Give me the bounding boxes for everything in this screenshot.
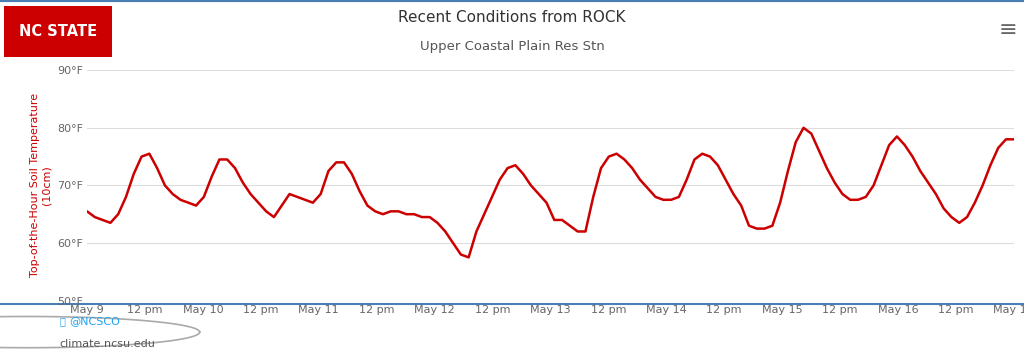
Text: ≡: ≡ (998, 20, 1017, 40)
Text: NC STATE: NC STATE (18, 24, 97, 39)
Text: Recent Conditions from ROCK: Recent Conditions from ROCK (398, 10, 626, 25)
Text: ␧: ␧ (59, 316, 66, 326)
Text: Upper Coastal Plain Res Stn: Upper Coastal Plain Res Stn (420, 40, 604, 53)
Y-axis label: Top-of-the-Hour Soil Temperature
(10cm): Top-of-the-Hour Soil Temperature (10cm) (30, 93, 51, 278)
FancyBboxPatch shape (4, 6, 112, 57)
Text: climate.ncsu.edu: climate.ncsu.edu (59, 339, 156, 349)
Text: @NCSCO: @NCSCO (70, 316, 121, 326)
